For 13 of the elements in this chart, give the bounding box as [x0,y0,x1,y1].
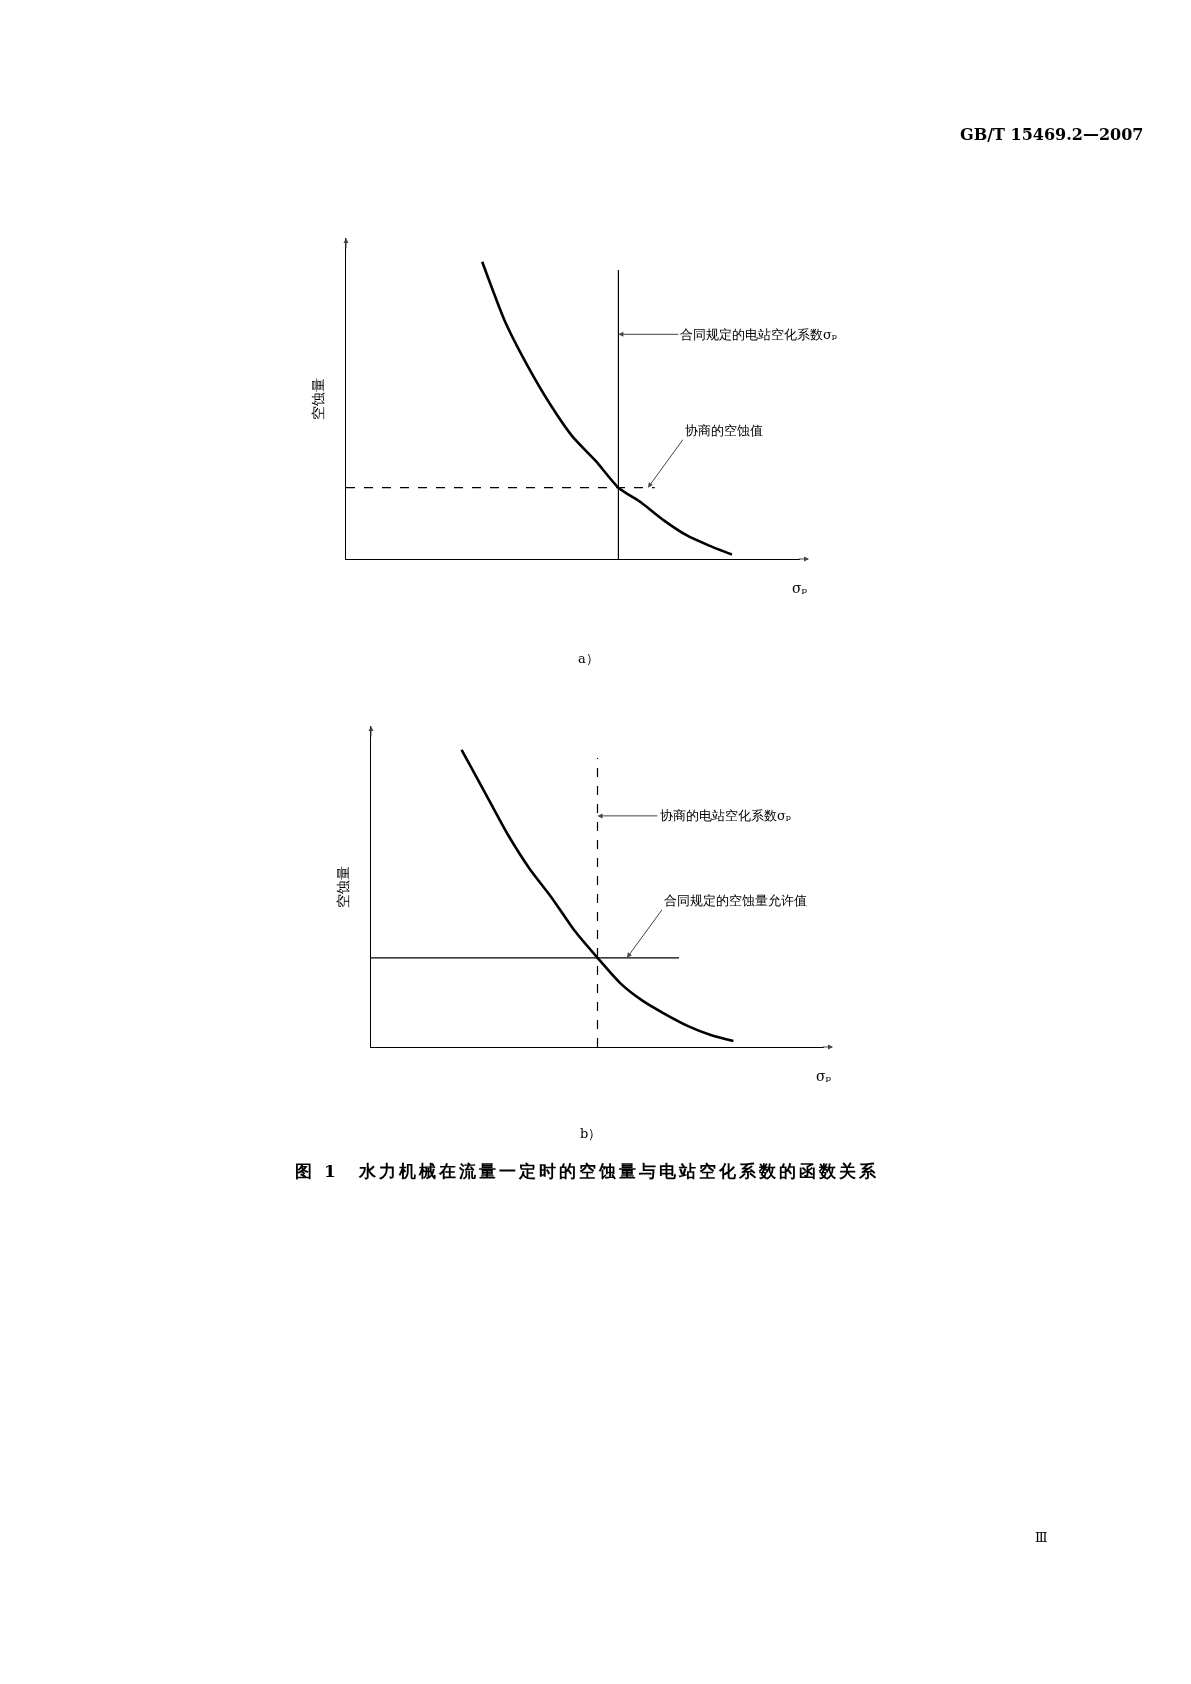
y-axis-title: 空蚀量 [334,865,351,908]
x-axis-title: σₚ [816,1068,832,1084]
annotation: 合同规定的电站空化系数σₚ [680,327,838,342]
text: GB/T 15469.2—2007 [960,125,1144,144]
ref-line-label: 合同规定的空蚀量允许值 [664,893,807,908]
caption: 图 1 水力机械在流量一定时的空蚀量与电站空化系数的函数关系 [295,1160,879,1183]
text: a） [578,650,599,668]
x-axis-title: σₚ [792,580,808,596]
annotation: 协商的电站空化系数σₚ [660,808,792,823]
ref-line-label: 协商的空蚀值 [685,423,763,438]
text: b） [580,1125,602,1143]
y-axis-title: 空蚀量 [309,377,326,420]
text: Ⅲ [1035,1530,1048,1545]
